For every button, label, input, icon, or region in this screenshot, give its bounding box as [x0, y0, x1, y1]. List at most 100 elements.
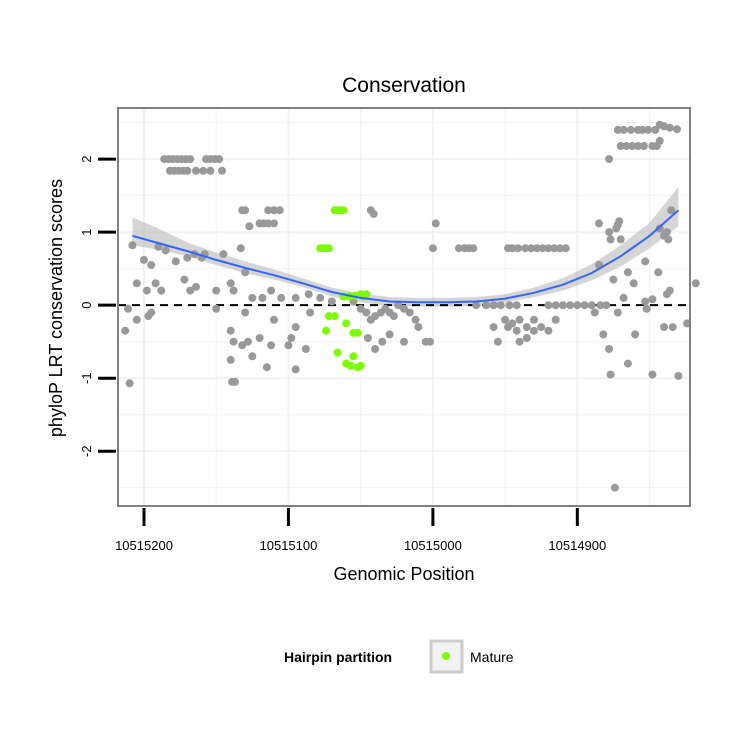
data-point [580, 301, 589, 310]
data-point [482, 301, 491, 310]
data-point [229, 337, 238, 346]
data-point [606, 370, 615, 379]
data-point [255, 334, 264, 342]
data-point [606, 235, 615, 244]
data-point [609, 275, 618, 284]
data-point [504, 323, 512, 332]
data-point [218, 166, 226, 175]
data-point [414, 323, 423, 332]
data-point [556, 244, 564, 253]
data-point [248, 293, 257, 302]
data-point [270, 206, 278, 215]
data-point [641, 257, 650, 266]
data-point [400, 304, 408, 313]
data-point [550, 244, 559, 253]
data-point [691, 279, 700, 288]
data-point [566, 301, 575, 310]
data-point [128, 241, 137, 250]
data-points-all [121, 120, 700, 492]
data-point [489, 301, 498, 310]
data-point [277, 293, 286, 302]
data-point [558, 301, 567, 310]
data-point [142, 286, 151, 295]
data-point [626, 125, 635, 134]
data-point [505, 301, 514, 310]
data-point-mature [356, 361, 365, 370]
data-point [212, 286, 221, 295]
data-point [124, 304, 133, 313]
data-point [644, 125, 653, 134]
data-point [616, 235, 625, 244]
data-point-mature [362, 290, 371, 299]
data-point [634, 142, 642, 150]
data-point [613, 125, 622, 134]
data-point [301, 345, 310, 353]
data-point [157, 286, 166, 295]
data-point [264, 206, 273, 215]
data-point [236, 244, 245, 253]
data-point [183, 166, 192, 175]
data-point [522, 323, 531, 332]
data-point-mature [342, 319, 351, 328]
data-point [411, 315, 420, 324]
data-point [226, 279, 235, 288]
data-point [616, 142, 625, 150]
data-point [304, 290, 313, 299]
data-point [673, 125, 681, 134]
x-axis-title: Genomic Position [333, 564, 474, 584]
data-point [648, 370, 657, 379]
data-point [515, 337, 524, 346]
data-point [454, 244, 463, 253]
data-point [327, 297, 336, 306]
data-point [132, 279, 141, 288]
data-point [248, 352, 257, 361]
data-point [573, 301, 582, 310]
legend: Hairpin partition Mature [284, 639, 514, 674]
data-point [512, 301, 521, 310]
legend-key-mature-icon [442, 652, 450, 660]
data-point [530, 315, 538, 324]
y-axis: 2 1 0 -1 -2 [79, 156, 116, 457]
data-point [226, 355, 235, 364]
legend-label-mature: Mature [470, 649, 514, 665]
data-point [241, 206, 250, 215]
data-point-mature [322, 326, 330, 335]
y-tick-label: 2 [79, 156, 94, 163]
data-point [389, 312, 398, 321]
data-point [639, 142, 648, 150]
data-point [199, 166, 208, 175]
data-point [378, 337, 387, 346]
data-point [537, 323, 546, 332]
data-point [544, 326, 553, 335]
data-point-mature [330, 312, 339, 321]
data-point [596, 301, 605, 310]
y-tick-label: 1 [79, 229, 94, 236]
data-point-mature [346, 361, 355, 370]
data-point [660, 323, 668, 332]
data-point [655, 224, 664, 233]
data-point [161, 246, 170, 255]
data-point [284, 341, 293, 350]
trend-line [132, 209, 680, 304]
data-point [291, 365, 300, 374]
data-point [602, 301, 611, 310]
data-point [400, 337, 408, 346]
data-point [623, 268, 632, 277]
data-point [264, 219, 273, 228]
data-point [270, 219, 278, 228]
data-point [551, 315, 560, 324]
x-tick-label: 10514900 [548, 538, 606, 553]
data-point [668, 323, 677, 332]
data-point [631, 330, 640, 339]
data-point [241, 268, 250, 277]
data-point-mature [324, 244, 333, 253]
data-point [530, 326, 538, 335]
data-point [140, 255, 148, 264]
data-point [605, 228, 614, 237]
data-point [154, 242, 163, 251]
data-point [496, 301, 505, 310]
data-point [405, 308, 414, 317]
data-point [605, 155, 614, 164]
data-point [493, 337, 502, 346]
y-tick-label: 0 [79, 302, 94, 309]
